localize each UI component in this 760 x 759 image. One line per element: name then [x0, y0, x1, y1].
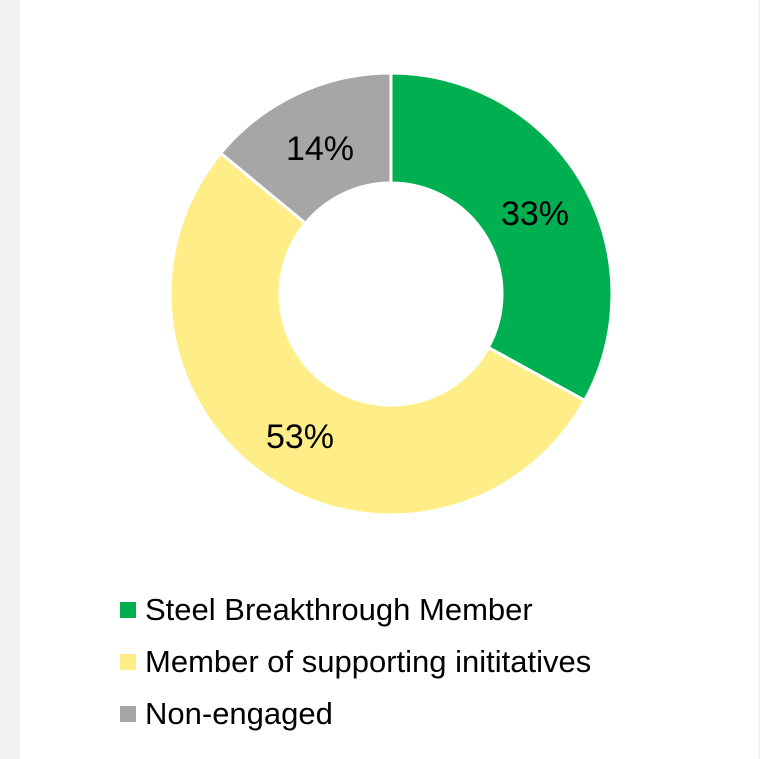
donut-slice-non-engaged: [218, 71, 393, 226]
legend-item-supporting-initiatives: Member of supporting inititatives: [120, 636, 591, 688]
donut-slices: [168, 71, 614, 517]
legend-label-supporting-initiatives: Member of supporting inititatives: [145, 644, 592, 679]
chart-legend: Steel Breakthrough Member Member of supp…: [120, 584, 591, 740]
donut-slice-steel-breakthrough: [389, 71, 614, 403]
data-label-supporting-initiatives: 53%: [266, 418, 334, 456]
legend-swatch-steel-breakthrough: [120, 602, 136, 618]
donut-slice-supporting-initiatives: [168, 151, 587, 517]
legend-label-steel-breakthrough: Steel Breakthrough Member: [145, 592, 533, 627]
legend-label-non-engaged: Non-engaged: [145, 696, 333, 731]
donut-data-labels: 33% 53% 14%: [266, 130, 569, 456]
legend-swatch-supporting-initiatives: [120, 654, 136, 670]
legend-item-steel-breakthrough: Steel Breakthrough Member: [120, 584, 591, 636]
legend-swatch-non-engaged: [120, 706, 136, 722]
data-label-steel-breakthrough: 33%: [501, 195, 569, 233]
legend-item-non-engaged: Non-engaged: [120, 688, 591, 740]
data-label-non-engaged: 14%: [286, 130, 354, 168]
